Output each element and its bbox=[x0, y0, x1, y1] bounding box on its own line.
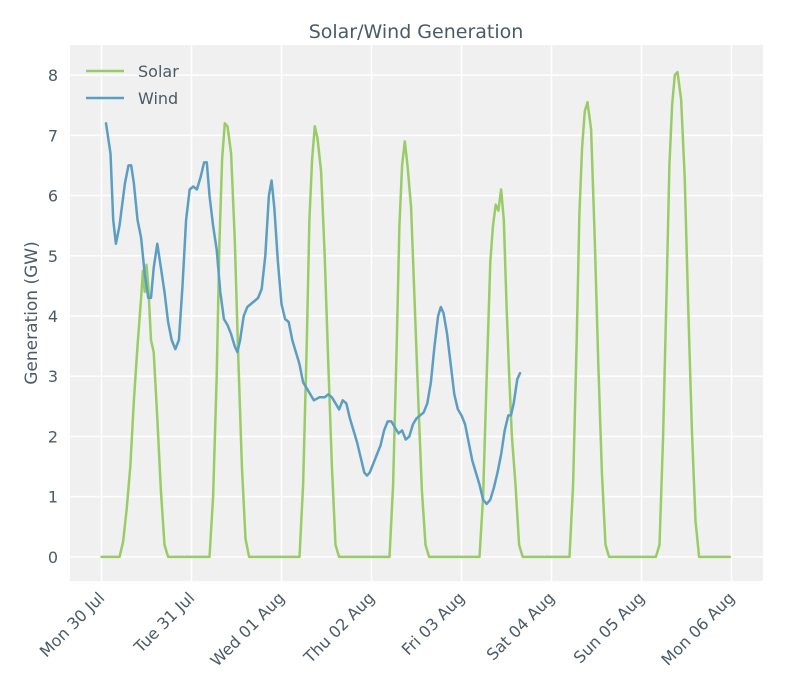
series-line-wind bbox=[104, 122, 522, 506]
x-tick-labels: Mon 30 Jul Tue 31 Jul Wed 01 Aug Thu 02 Aug… bbox=[36, 588, 739, 670]
x-tick-label: Sat 04 Aug bbox=[483, 588, 559, 664]
x-tick-label: Mon 06 Aug bbox=[657, 588, 738, 669]
x-tick-label: Tue 31 Jul bbox=[130, 588, 199, 657]
x-tick-label: Fri 03 Aug bbox=[398, 588, 469, 659]
y-tick-label: 1 bbox=[48, 488, 58, 507]
y-tick-label: 7 bbox=[48, 126, 58, 145]
grid bbox=[70, 45, 763, 581]
legend: Solar Wind bbox=[86, 62, 179, 108]
x-tick-label: Mon 30 Jul bbox=[36, 588, 109, 661]
legend-solar-label: Solar bbox=[138, 62, 179, 81]
y-tick-label: 6 bbox=[48, 187, 58, 206]
y-tick-label: 4 bbox=[48, 307, 58, 326]
y-tick-label: 0 bbox=[48, 548, 58, 567]
chart-title: Solar/Wind Generation bbox=[309, 21, 524, 43]
x-tick-label: Sun 05 Aug bbox=[570, 588, 649, 667]
y-tick-labels: 0 1 2 3 4 5 6 7 8 bbox=[48, 66, 58, 567]
y-tick-label: 3 bbox=[48, 367, 58, 386]
y-tick-label: 8 bbox=[48, 66, 58, 85]
y-tick-label: 2 bbox=[48, 427, 58, 446]
y-axis-title: Generation (GW) bbox=[22, 241, 42, 385]
series-line-solar bbox=[100, 70, 731, 559]
x-tick-label: Thu 02 Aug bbox=[299, 588, 378, 667]
plot-background bbox=[70, 45, 763, 581]
x-tick-label: Wed 01 Aug bbox=[207, 588, 289, 670]
y-tick-label: 5 bbox=[48, 247, 58, 266]
legend-wind-label: Wind bbox=[138, 89, 178, 108]
series-layer bbox=[100, 70, 731, 559]
